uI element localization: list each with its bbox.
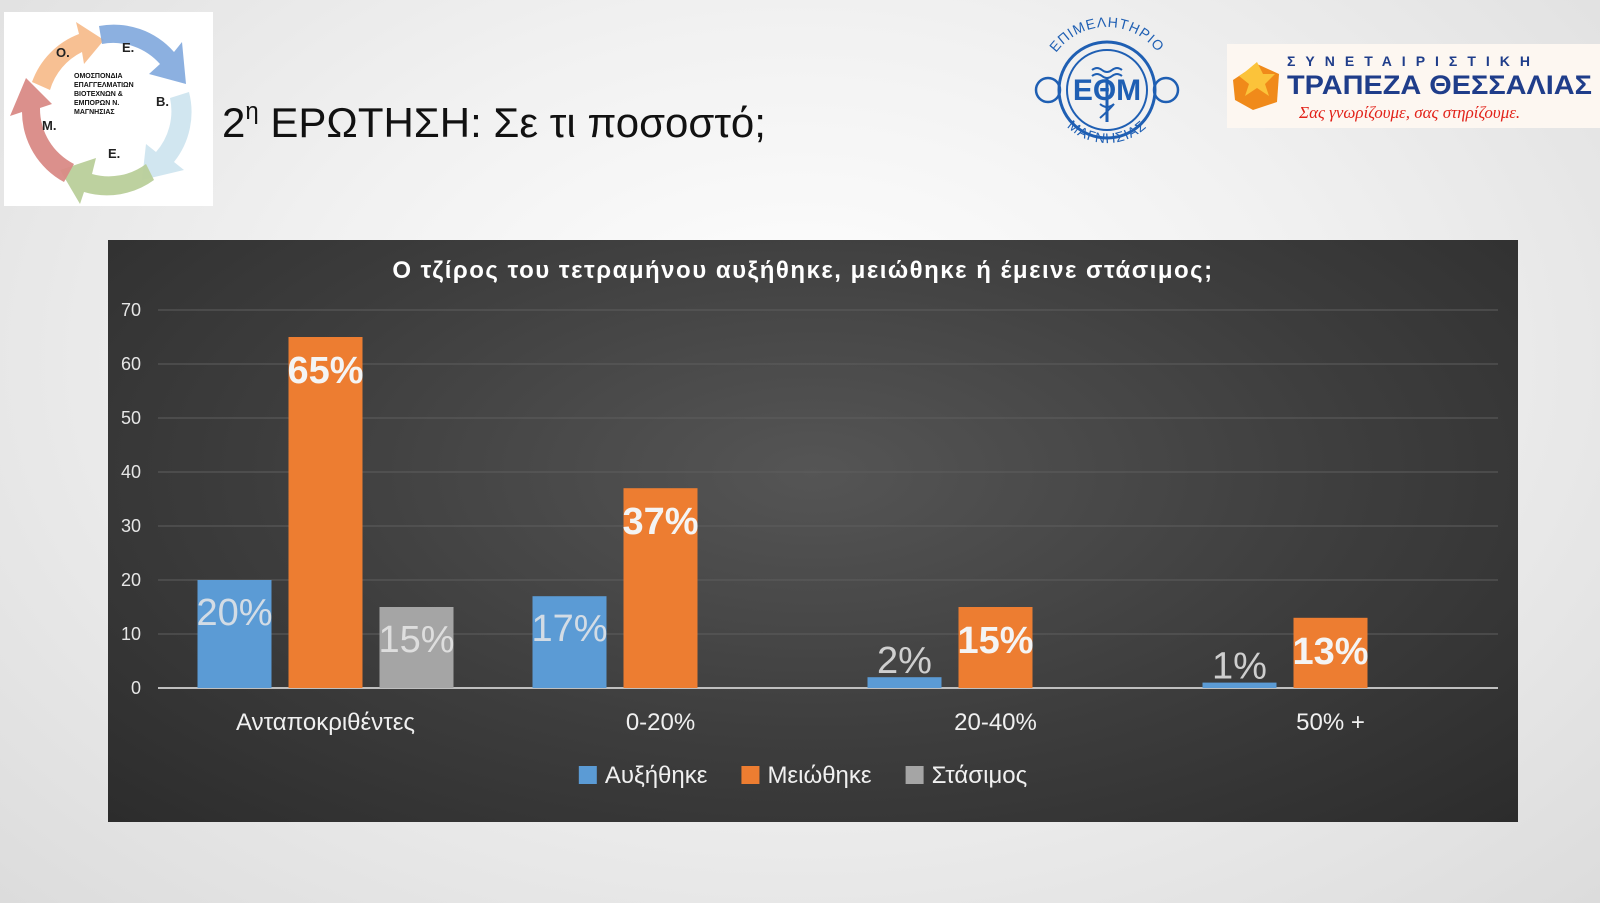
logo-text-line-5: ΜΑΓΝΗΣΙΑΣ	[74, 109, 115, 116]
chart-legend: Αυξήθηκε Μειώθηκε Στάσιμος	[578, 762, 1028, 789]
logo-letter-2: Ε.	[122, 40, 134, 55]
bank-logo-small-text: ΣΥΝΕΤΑΙΡΙΣΤΙΚΗ	[1287, 53, 1540, 69]
y-tick-label: 60	[121, 354, 141, 374]
x-tick-label: 0-20%	[626, 709, 695, 736]
y-tick-label: 10	[121, 624, 141, 644]
logo-text-line-2: ΕΠΑΓΓΕΛΜΑΤΙΩΝ	[74, 82, 134, 89]
y-tick-label: 0	[131, 678, 141, 698]
logo-text-line-3: ΒΙΟΤΕΧΝΩΝ &	[74, 91, 123, 98]
y-tick-label: 30	[121, 516, 141, 536]
bank-logo-slogan: Σας γνωρίζουμε, σας στηρίζουμε.	[1298, 103, 1520, 122]
slide-title: 2η ΕΡΩΤΗΣΗ: Σε τι ποσοστό;	[222, 100, 766, 144]
x-tick-label: 20-40%	[954, 709, 1037, 736]
bar	[379, 607, 454, 688]
bar	[288, 337, 363, 688]
bank-logo-mark	[1233, 62, 1279, 110]
bar	[532, 596, 607, 688]
data-label: 20%	[196, 592, 272, 634]
legend-label: Στάσιμος	[932, 762, 1028, 789]
logo-text-line-4: ΕΜΠΟΡΩΝ Ν.	[74, 100, 119, 107]
chamber-logo-top-text: ΕΠΙΜΕΛΗΤΗΡΙΟ	[1046, 14, 1168, 55]
slide-title-ordinal: η	[245, 98, 259, 125]
slide-title-text: ΕΡΩΤΗΣΗ: Σε τι ποσοστό;	[258, 99, 766, 146]
arrow-segment-orange	[32, 22, 104, 90]
legend-swatch	[905, 766, 924, 784]
legend-label: Μειώθηκε	[767, 762, 871, 789]
arrow-segment-red	[10, 78, 74, 182]
bank-logo: ΣΥΝΕΤΑΙΡΙΣΤΙΚΗ ΤΡΑΠΕΖΑ ΘΕΣΣΑΛΙΑΣ Σας γνω…	[1227, 44, 1600, 128]
legend-label: Αυξήθηκε	[605, 762, 708, 789]
bar	[867, 677, 942, 688]
chamber-logo-mark	[1034, 40, 1180, 140]
bank-logo-name: ΤΡΑΠΕΖΑ ΘΕΣΣΑΛΙΑΣ	[1287, 70, 1592, 100]
chamber-logo-center-text: ΕΘΜ	[1073, 74, 1141, 107]
bar-chart: Ο τζίρος του τετραμήνου αυξήθηκε, μειώθη…	[121, 257, 1498, 789]
chart-panel: Ο τζίρος του τετραμήνου αυξήθηκε, μειώθη…	[108, 240, 1518, 822]
x-tick-label: 50% +	[1296, 709, 1365, 736]
bar	[623, 488, 698, 688]
x-axis: Ανταποκριθέντες 0-20% 20-40% 50% +	[236, 709, 1365, 736]
logo-text-line-1: ΟΜΟΣΠΟΝΔΙΑ	[74, 73, 123, 80]
y-tick-label: 50	[121, 408, 141, 428]
legend-swatch	[741, 766, 760, 784]
federation-logo: Ο. Ε. Β. Ε. Μ. ΟΜΟΣΠΟΝΔΙΑ ΕΠΑΓΓΕΛΜΑΤΙΩΝ …	[4, 12, 213, 206]
data-label: 15%	[957, 620, 1033, 662]
arrow-segment-blue	[99, 24, 186, 84]
legend-swatch	[578, 766, 597, 784]
data-labels: 20% 65% 15% 17% 37% 2% 15% 1% 13%	[196, 350, 1368, 688]
logo-letter-3: Β.	[156, 94, 169, 109]
y-tick-label: 20	[121, 570, 141, 590]
y-tick-label: 40	[121, 462, 141, 482]
bar	[958, 607, 1033, 688]
data-label: 15%	[378, 619, 454, 661]
chart-gridlines	[158, 309, 1498, 635]
y-tick-label: 70	[121, 300, 141, 320]
x-tick-label: Ανταποκριθέντες	[236, 709, 415, 736]
logo-letter-4: Ε.	[108, 146, 120, 161]
data-label: 65%	[287, 350, 363, 392]
arrow-segment-green	[60, 158, 154, 204]
chart-title: Ο τζίρος του τετραμήνου αυξήθηκε, μειώθη…	[392, 257, 1213, 284]
data-label: 2%	[877, 640, 932, 682]
arrow-segment-lightblue	[142, 92, 192, 180]
logo-letter-1: Ο.	[56, 45, 70, 60]
slide-title-number: 2	[222, 99, 246, 146]
data-label: 17%	[531, 608, 607, 650]
data-label: 37%	[622, 501, 698, 543]
bar	[197, 580, 272, 688]
data-label: 13%	[1292, 631, 1368, 673]
data-label: 1%	[1212, 646, 1267, 688]
bar	[1293, 617, 1368, 688]
chart-bars	[197, 337, 1368, 688]
bar	[1202, 682, 1277, 688]
chamber-logo: ΕΠΙΜΕΛΗΤΗΡΙΟ ΕΘΜ ΜΑΓΝΗΣΙΑΣ	[1022, 8, 1192, 163]
logo-letter-5: Μ.	[42, 118, 56, 133]
